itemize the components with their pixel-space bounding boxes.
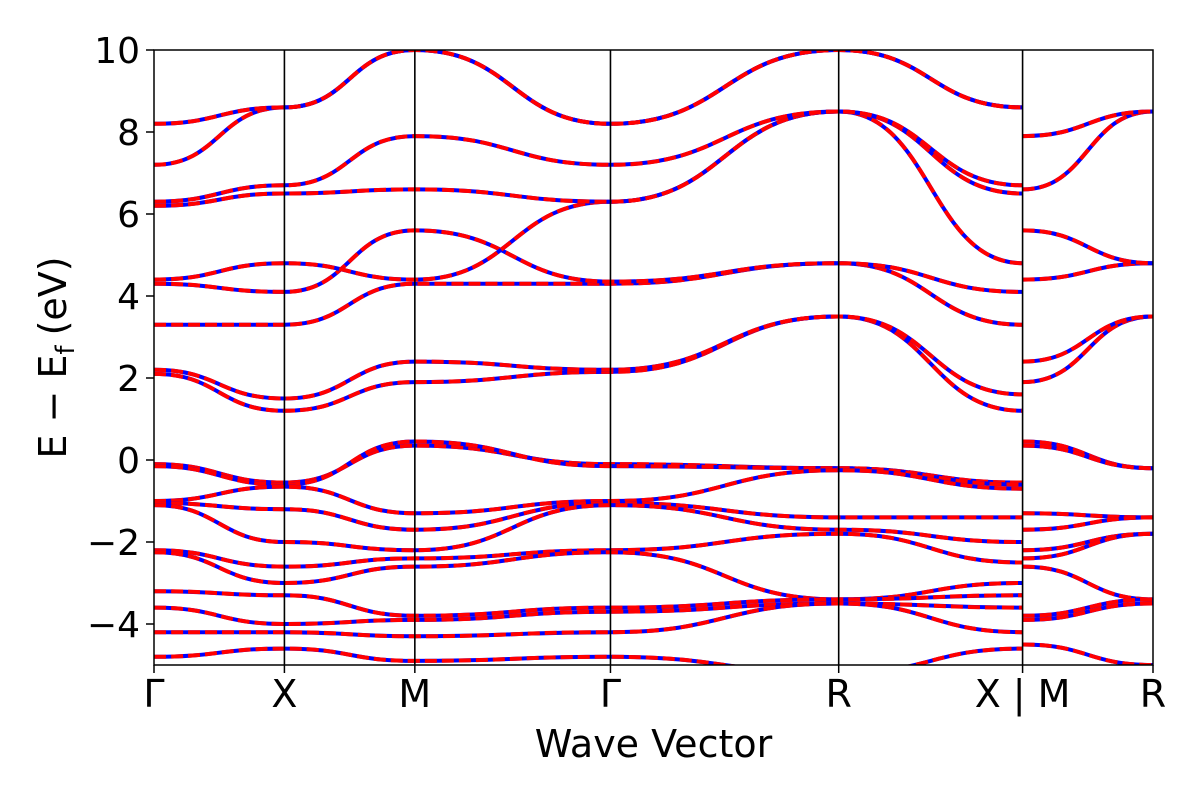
band-line	[154, 109, 1023, 204]
band-line	[154, 503, 1023, 553]
band-line	[1022, 642, 1153, 665]
band-line	[1022, 443, 1153, 471]
y-axis-title-main: E − E	[31, 355, 75, 459]
band-line	[1022, 531, 1153, 561]
band-line	[154, 531, 1023, 569]
x-axis-title: Wave Vector	[535, 722, 773, 766]
bands-layer	[154, 50, 1153, 665]
band-line	[154, 468, 1023, 516]
y-tick-label: −2	[87, 523, 140, 564]
band-line	[1022, 597, 1153, 618]
y-axis-title-subscript: f	[51, 345, 81, 355]
y-tick-label: 8	[117, 113, 140, 154]
plot-frame	[153, 49, 1154, 666]
band-line	[1022, 601, 1153, 622]
y-tick-label: 10	[94, 31, 140, 72]
band-line	[1022, 314, 1153, 364]
band-line	[1022, 109, 1153, 139]
y-tick-label: 0	[117, 441, 140, 482]
band-line	[1022, 515, 1153, 532]
y-tick-label: 4	[117, 277, 140, 318]
band-line-underlay	[1022, 642, 1153, 665]
y-axis-title: E − Ef (eV)	[31, 256, 81, 458]
x-tick-label: M	[398, 672, 431, 716]
band-line	[1022, 228, 1153, 266]
y-tick-label: −4	[87, 605, 140, 646]
band-line-underlay	[1022, 531, 1153, 561]
band-line-underlay	[1022, 443, 1153, 471]
kpath-layer	[283, 50, 1024, 665]
x-tick-label: Γ	[143, 672, 164, 716]
x-axis-ticks: Γ X M Γ R X | M R	[143, 665, 1166, 717]
band-line	[154, 50, 1023, 126]
x-tick-label: R	[1140, 672, 1166, 716]
x-tick-label: R	[825, 672, 851, 716]
y-axis-title-unit: (eV)	[31, 256, 75, 335]
y-tick-label: 6	[117, 195, 140, 236]
band-line	[154, 314, 1023, 401]
band-line	[1022, 439, 1153, 471]
x-tick-label: X	[271, 672, 297, 716]
y-tick-label: 2	[117, 359, 140, 400]
y-axis-ticks: 10 8 6 4 2 0 −2 −4	[87, 31, 154, 646]
x-tick-label: X | M	[975, 672, 1071, 717]
band-line	[1022, 564, 1153, 602]
band-line	[1022, 314, 1153, 385]
band-line	[1022, 109, 1153, 192]
x-tick-label: Γ	[600, 672, 621, 716]
band-line	[154, 439, 1023, 487]
band-line	[154, 109, 1023, 282]
